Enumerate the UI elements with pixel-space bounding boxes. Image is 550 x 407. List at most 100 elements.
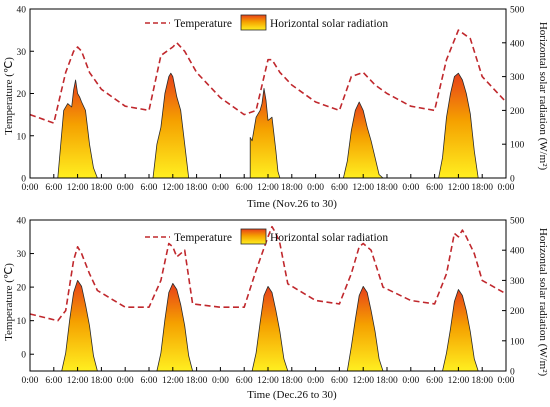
x-axis-title: Time (Dec.26 to 30)	[247, 389, 337, 401]
radiation-area-day-4	[346, 286, 384, 372]
radiation-area-day-2	[152, 72, 190, 179]
x-tick-label: 6:00	[236, 376, 253, 386]
x-tick-label: 6:00	[426, 183, 443, 193]
x-tick-label: 12:00	[257, 376, 279, 386]
legend-radiation-swatch	[240, 228, 267, 245]
legend-radiation-label: Horizontal solar radiation	[270, 232, 388, 244]
x-tick-label: 18:00	[186, 376, 208, 386]
x-tick-label: 0:00	[307, 376, 324, 386]
x-tick-label: 6:00	[331, 376, 348, 386]
right-tick-label: 0	[510, 175, 515, 185]
left-tick-label: 30	[17, 48, 27, 58]
x-tick-label: 0:00	[498, 376, 515, 386]
left-tick-label: 20	[17, 284, 27, 294]
x-tick-label: 6:00	[141, 183, 158, 193]
x-tick-label: 6:00	[426, 376, 443, 386]
right-tick-label: 400	[510, 39, 525, 49]
left-axis-title: Temperature (℃)	[3, 57, 15, 135]
left-tick-label: 10	[17, 317, 27, 327]
x-tick-label: 18:00	[281, 183, 303, 193]
legend: Temperature Horizontal solar radiation	[145, 228, 388, 245]
radiation-area-day-1	[61, 280, 98, 372]
x-tick-label: 12:00	[162, 376, 184, 386]
x-tick-label: 0:00	[498, 183, 515, 193]
x-tick-label: 0:00	[402, 183, 419, 193]
right-tick-label: 200	[510, 307, 525, 317]
x-tick-label: 6:00	[141, 376, 158, 386]
x-tick-label: 18:00	[91, 376, 113, 386]
x-tick-label: 12:00	[257, 183, 279, 193]
x-tick-label: 12:00	[352, 376, 374, 386]
x-tick-label: 0:00	[402, 376, 419, 386]
x-axis-title: Time (Nov.26 to 30)	[247, 198, 337, 210]
x-tick-label: 6:00	[45, 376, 62, 386]
left-tick-label: 20	[17, 90, 27, 100]
x-tick-label: 18:00	[376, 376, 398, 386]
radiation-area-day-2	[156, 283, 193, 372]
right-axis-ticks: 0 100 200 300 400 500	[502, 217, 525, 378]
x-tick-label: 12:00	[448, 376, 470, 386]
right-tick-label: 300	[510, 277, 525, 287]
right-tick-label: 200	[510, 107, 525, 117]
left-tick-label: 10	[17, 132, 27, 142]
right-tick-label: 100	[510, 141, 525, 151]
right-tick-label: 400	[510, 247, 525, 257]
x-tick-label: 0:00	[212, 376, 229, 386]
x-tick-label: 0:00	[117, 376, 134, 386]
legend-temperature-label: Temperature	[174, 232, 232, 244]
legend-radiation-label: Horizontal solar radiation	[270, 18, 388, 30]
legend-radiation-swatch	[240, 14, 267, 31]
x-tick-label: 6:00	[236, 183, 253, 193]
x-tick-label: 0:00	[22, 183, 39, 193]
x-tick-label: 6:00	[45, 183, 62, 193]
x-tick-label: 0:00	[117, 183, 134, 193]
radiation-areas	[57, 72, 479, 179]
radiation-area-day-1	[57, 79, 98, 179]
x-tick-label: 12:00	[162, 183, 184, 193]
radiation-areas	[61, 280, 479, 372]
x-tick-label: 0:00	[22, 376, 39, 386]
x-tick-label: 6:00	[331, 183, 348, 193]
x-tick-label: 18:00	[186, 183, 208, 193]
x-axis-ticks: 0:00 6:00 12:00 18:00 0:00 6:00 12:00 18:00 0:00…	[22, 174, 515, 193]
legend: Temperature Horizontal solar radiation	[145, 14, 388, 31]
right-tick-label: 0	[510, 368, 515, 378]
x-tick-label: 0:00	[212, 183, 229, 193]
left-tick-label: 0	[21, 351, 26, 361]
x-tick-label: 12:00	[67, 183, 89, 193]
radiation-area-day-6	[343, 101, 384, 179]
legend-temperature-label: Temperature	[174, 18, 232, 30]
x-tick-label: 12:00	[67, 376, 89, 386]
x-tick-label: 12:00	[448, 183, 470, 193]
radiation-area-day-3	[251, 286, 289, 372]
x-tick-label: 0:00	[307, 183, 324, 193]
x-tick-label: 18:00	[471, 376, 493, 386]
x-tick-label: 12:00	[352, 183, 374, 193]
right-axis-title: Horizontal solar radiation (W/m²)	[537, 228, 549, 377]
x-tick-label: 18:00	[281, 376, 303, 386]
radiation-area-day-4	[249, 88, 281, 179]
x-tick-label: 18:00	[91, 183, 113, 193]
left-tick-label: 40	[17, 6, 27, 16]
temperature-lines	[29, 225, 507, 322]
right-axis-ticks: 0 100 200 300 400 500	[502, 6, 525, 185]
radiation-area-day-7	[438, 72, 479, 179]
left-tick-label: 40	[17, 217, 27, 227]
chart-panel-dec: 0 10 20 30 40 0 100 200 300 400 500 0:00 6:00 12:00…	[3, 217, 549, 402]
x-axis-ticks: 0:00 6:00 12:00 18:00 0:00 6:00 12:00 18:00 0:00…	[22, 367, 515, 386]
right-axis-title: Horizontal solar radiation (W/m²)	[537, 22, 549, 171]
left-axis-ticks: 0 10 20 30 40	[17, 217, 34, 361]
x-tick-label: 18:00	[376, 183, 398, 193]
right-tick-label: 500	[510, 6, 525, 16]
left-axis-title: Temperature (℃)	[3, 263, 15, 341]
temperature-lines	[29, 29, 507, 124]
temperature-line	[29, 29, 507, 124]
right-tick-label: 500	[510, 217, 525, 227]
radiation-area-day-5	[442, 289, 479, 372]
right-tick-label: 300	[510, 73, 525, 83]
chart-panel-nov: 0 10 20 30 40 0 100 200 300 400 500 0:00 6:00 12:00…	[3, 6, 549, 211]
right-tick-label: 100	[510, 337, 525, 347]
left-axis-ticks: 0 10 20 30 40	[17, 6, 34, 185]
left-tick-label: 30	[17, 250, 27, 260]
